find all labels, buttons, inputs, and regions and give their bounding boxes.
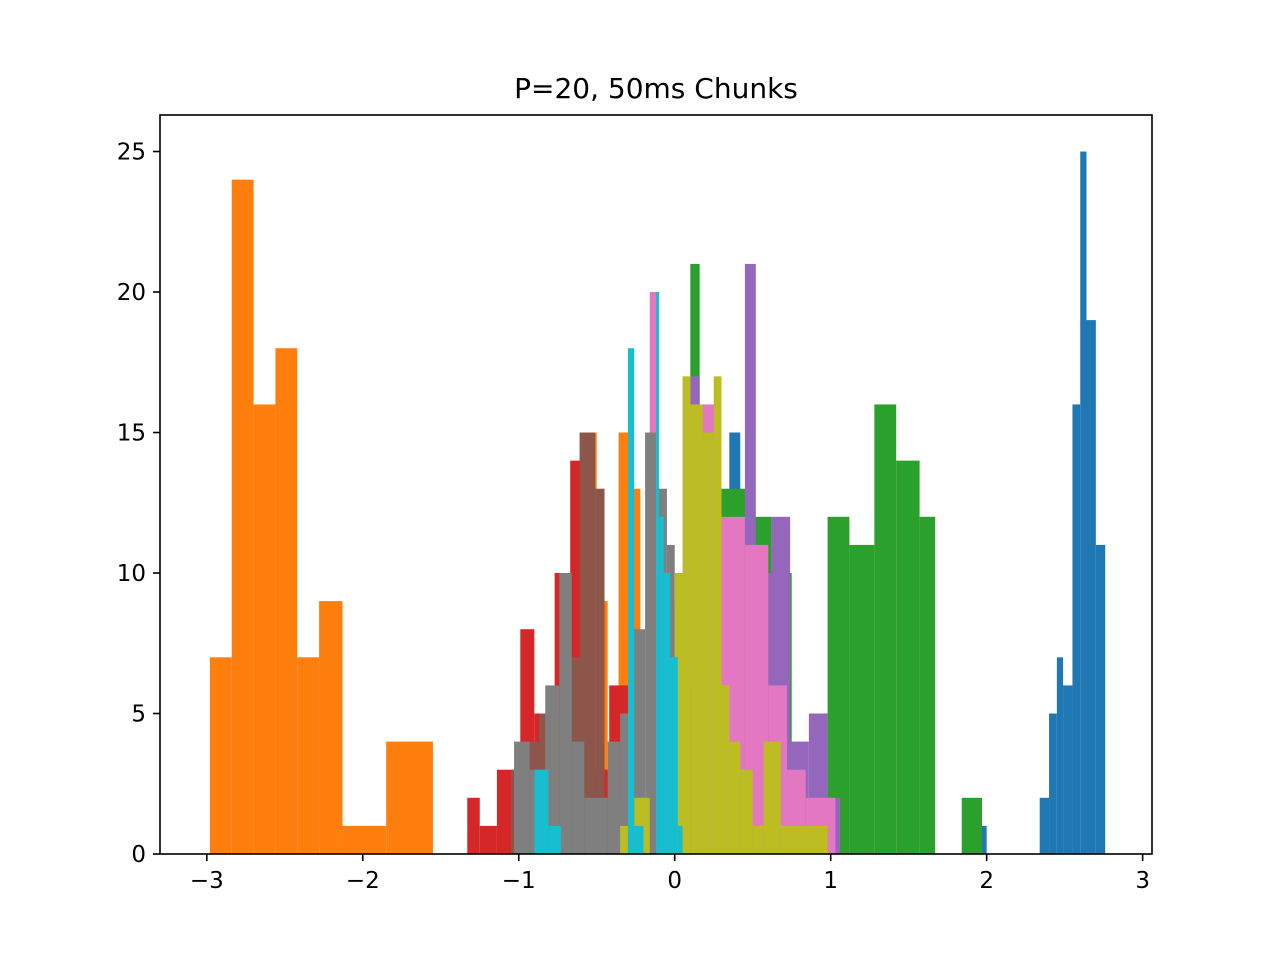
histogram-bar: [827, 516, 850, 854]
histogram-bar: [1086, 320, 1096, 854]
x-tick-label: −2: [346, 868, 380, 894]
histogram-bar: [645, 432, 658, 854]
x-tick-label: −3: [190, 868, 224, 894]
chart-title: P=20, 50ms Chunks: [514, 72, 798, 105]
histogram-bar: [253, 404, 276, 854]
histogram-bar: [1039, 797, 1050, 854]
histogram-bar: [319, 601, 343, 854]
histogram-bar: [1063, 685, 1073, 854]
histogram-bar: [595, 488, 605, 854]
series-9: [534, 292, 683, 854]
histogram-bar: [514, 741, 530, 854]
histogram-bars: [209, 151, 1106, 854]
histogram-bar: [740, 769, 753, 854]
histogram-bar: [702, 432, 714, 854]
histogram-bar: [1072, 404, 1081, 854]
y-tick-label: 5: [131, 702, 146, 728]
x-tick-label: −1: [502, 868, 536, 894]
histogram-bar: [713, 376, 722, 854]
histogram-bar: [961, 797, 982, 854]
histogram-bar: [231, 179, 254, 854]
histogram-bar: [811, 825, 828, 854]
histogram-bar: [674, 573, 683, 854]
histogram-bar: [545, 685, 560, 854]
histogram-bar: [670, 657, 678, 854]
axis-ticks: −3 −2 −1 0 1 2 3 0 5 10 15 20 25: [117, 140, 1150, 894]
y-tick-label: 10: [117, 561, 146, 587]
histogram-bar: [752, 825, 764, 854]
y-tick-label: 25: [117, 140, 146, 166]
histogram-bar: [479, 825, 497, 854]
histogram-bar: [721, 685, 730, 854]
series-8: [620, 376, 828, 854]
histogram-bar: [729, 741, 741, 854]
histogram-bar: [849, 544, 875, 854]
histogram-bar: [1056, 657, 1064, 854]
histogram-bar: [874, 404, 897, 854]
histogram-bar: [534, 769, 549, 854]
histogram-bar: [467, 797, 480, 854]
y-tick-label: 20: [117, 280, 146, 306]
histogram-bar: [690, 404, 703, 854]
histogram-bar: [342, 825, 387, 854]
histogram-bar: [663, 573, 671, 854]
plot-frame: [159, 114, 1153, 855]
histogram-bar: [659, 516, 664, 854]
histogram-bar: [548, 825, 561, 854]
histogram-bar: [618, 432, 630, 854]
histogram-bar: [1095, 544, 1106, 854]
y-tick-label: 15: [117, 421, 146, 447]
histogram-bar: [1080, 151, 1087, 854]
histogram-bar: [919, 516, 936, 854]
histogram-bar: [682, 376, 691, 854]
histogram-bar: [571, 741, 585, 854]
histogram-bar: [896, 460, 920, 854]
histogram-bar: [297, 657, 320, 854]
x-tick-label: 2: [979, 868, 994, 894]
histogram-bar: [763, 741, 781, 854]
x-tick-label: 0: [667, 868, 682, 894]
y-tick-label: 0: [131, 842, 146, 868]
histogram-bar: [780, 825, 812, 854]
histogram-bar: [634, 825, 644, 854]
histogram-bar: [209, 657, 232, 854]
histogram-bar: [677, 825, 683, 854]
histogram-bar: [1049, 713, 1057, 854]
x-tick-label: 3: [1135, 868, 1150, 894]
histogram-bar: [386, 741, 433, 854]
histogram-bar: [607, 741, 621, 854]
histogram-bar: [559, 573, 572, 854]
histogram-bar: [275, 348, 298, 854]
histogram-bar: [584, 797, 608, 854]
histogram-bar: [627, 348, 635, 854]
x-tick-label: 1: [823, 868, 838, 894]
histogram-bar: [656, 292, 660, 854]
